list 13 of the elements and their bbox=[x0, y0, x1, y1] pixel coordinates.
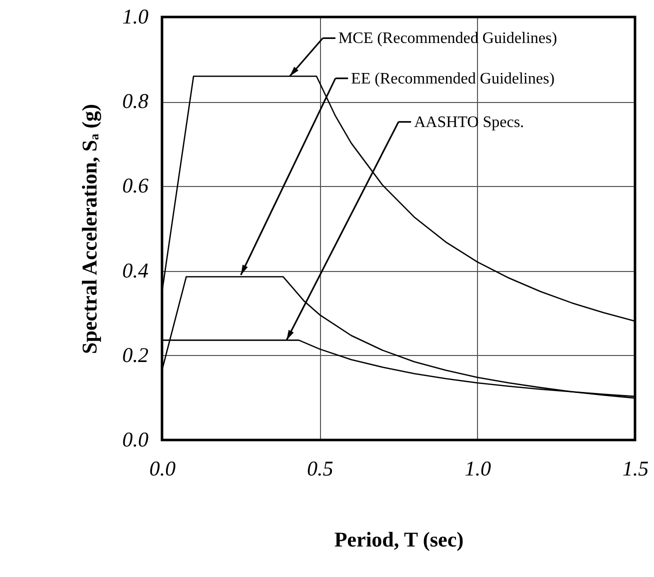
y-tick-label: 0.2 bbox=[122, 342, 149, 367]
x-axis-title: Period, T (sec) bbox=[334, 528, 464, 552]
y-axis-title: Spectral Acceleration, Sₐ (g) bbox=[77, 104, 102, 354]
x-tick-label: 1.5 bbox=[622, 456, 649, 480]
y-tick-label: 1.0 bbox=[122, 4, 149, 28]
x-tick-label: 0.0 bbox=[149, 456, 176, 480]
y-tick-label: 0.0 bbox=[122, 428, 149, 452]
y-tick-label: 0.6 bbox=[122, 174, 149, 198]
x-tick-label: 0.5 bbox=[307, 456, 334, 480]
y-tick-label: 0.8 bbox=[122, 89, 149, 114]
y-tick-label: 0.4 bbox=[122, 258, 149, 282]
annotation: EE (Recommended Guidelines) bbox=[351, 70, 555, 88]
x-tick-label: 1.0 bbox=[464, 456, 492, 480]
